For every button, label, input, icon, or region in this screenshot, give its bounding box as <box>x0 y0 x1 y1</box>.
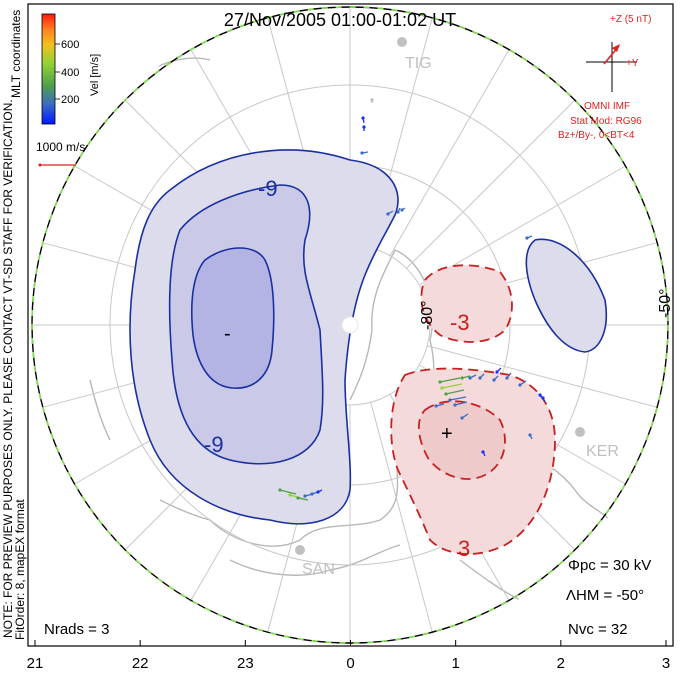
velocity-vector-origin <box>278 488 282 492</box>
imf-bz-label: +Z (5 nT) <box>610 14 651 25</box>
mlt-tick-label: 23 <box>237 655 254 672</box>
velocity-vector-origin <box>505 376 509 380</box>
velocity-vector-origin <box>453 403 457 407</box>
velocity-vector-origin <box>303 494 307 498</box>
velocity-vector-origin <box>518 383 522 387</box>
velocity-vector <box>454 401 468 406</box>
positive-extremum: + <box>441 423 453 445</box>
colorbar-tick-600: 600 <box>61 39 79 51</box>
mlt-meridian <box>427 345 658 408</box>
svg-text:TIG: TIG <box>405 55 432 72</box>
velocity-vector-origin <box>460 376 464 380</box>
coord-label: MLT coordinates <box>9 10 23 98</box>
velocity-vector <box>279 489 297 495</box>
velocity-scale-dot <box>38 163 42 167</box>
phi-pc: Φpc = 30 kV <box>568 557 651 574</box>
velocity-vector <box>439 377 461 383</box>
station-san: SAN <box>295 545 335 578</box>
velocity-vector <box>445 389 465 395</box>
imf-by-label: +Y <box>626 58 639 69</box>
imf-source: OMNI IMF <box>584 101 630 112</box>
n-rads: Nrads = 3 <box>44 621 109 638</box>
velocity-vector-origin <box>525 236 529 240</box>
preview-note: NOTE: FOR PREVIEW PURPOSES ONLY. PLEASE … <box>1 99 15 638</box>
velocity-vector-origin <box>400 208 404 212</box>
contour-small-negative <box>525 238 608 353</box>
velocity-vectors <box>278 98 546 501</box>
mlt-tick-label: 2 <box>557 655 565 672</box>
velocity-vector-origin <box>438 380 442 384</box>
mlt-meridian <box>406 99 576 269</box>
color-bar <box>41 13 56 125</box>
color-bar-ticks <box>55 43 60 100</box>
mlt-tick-label: 3 <box>662 655 670 672</box>
velocity-scale-label: 1000 m/s <box>36 140 85 154</box>
pole-marker <box>341 316 359 334</box>
contour-mid-positive <box>418 400 506 480</box>
lat-label-80: -80° <box>419 300 436 330</box>
mlt-tick-label: 22 <box>132 655 149 672</box>
velocity-vector-origin <box>468 376 472 380</box>
n-vc: Nvc = 32 <box>568 621 628 638</box>
velocity-vector-origin <box>288 493 292 497</box>
imf-stat-mod: Stat Mod: RG96 <box>570 116 642 127</box>
velocity-vector-origin <box>362 125 366 129</box>
mlt-axis: 21 22 23 0 1 2 3 <box>27 640 670 672</box>
colorbar-tick-400: 400 <box>61 67 79 79</box>
hm-boundary-dash <box>31 6 669 644</box>
mlt-tick-label: 21 <box>27 655 44 672</box>
velocity-vector-origin <box>448 398 452 402</box>
mlt-meridian <box>389 49 510 256</box>
fit-order: FitOrder: 8, mapEX format <box>13 499 27 640</box>
contour-inner-negative <box>191 247 275 389</box>
svg-text:KER: KER <box>586 443 619 460</box>
map-title: 27/Nov/2005 01:00-01:02 UT <box>224 10 456 30</box>
colorbar-tick-200: 200 <box>61 94 79 106</box>
velocity-vector-origin <box>386 212 390 216</box>
velocity-vector-origin <box>310 492 314 496</box>
velocity-vector-origin <box>492 378 496 382</box>
imf-clock <box>586 42 637 92</box>
velocity-vector-origin <box>481 450 485 454</box>
station-tig: TIG <box>397 37 432 72</box>
velocity-vector <box>297 497 309 501</box>
contour-upper-positive <box>420 264 513 343</box>
velocity-vector-origin <box>434 404 438 408</box>
contour-label-2: -9 <box>204 432 224 457</box>
velocity-vector-origin <box>370 98 374 102</box>
velocity-vector-origin <box>361 116 365 120</box>
velocity-vector-origin <box>528 433 532 437</box>
lambda-hm: ΛHM = -50° <box>566 587 644 604</box>
velocity-vector <box>449 396 467 401</box>
positive-cell <box>390 264 556 555</box>
mlt-tick-label: 0 <box>346 655 354 672</box>
station-ker: KER <box>575 427 619 460</box>
velocity-vector-origin <box>396 210 400 214</box>
velocity-vector-origin <box>538 393 542 397</box>
contour-label-3: -3 <box>450 310 470 335</box>
velocity-vector-origin <box>478 376 482 380</box>
velocity-vector-origin <box>360 151 364 155</box>
velocity-vector-origin <box>460 416 464 420</box>
velocity-vector-origin <box>316 490 320 494</box>
velocity-vector-origin <box>296 496 300 500</box>
imf-condition: Bz+/By-, 0<BT<4 <box>558 130 635 141</box>
contour-label-1: -9 <box>258 176 278 201</box>
velocity-vector-origin <box>495 370 499 374</box>
velocity-vector <box>441 383 463 389</box>
colorbar-label: Vel [m/s] <box>89 54 101 96</box>
velocity-vector-origin <box>541 396 545 400</box>
contour-label-4: 3 <box>458 536 470 561</box>
lat-label-50: -50° <box>657 288 674 318</box>
mlt-meridian <box>370 402 433 633</box>
velocity-vector-origin <box>444 392 448 396</box>
negative-cell <box>129 149 608 525</box>
velocity-vector-origin <box>440 386 444 390</box>
negative-extremum: - <box>224 323 231 345</box>
mlt-tick-label: 1 <box>451 655 459 672</box>
svg-text:SAN: SAN <box>302 561 335 578</box>
